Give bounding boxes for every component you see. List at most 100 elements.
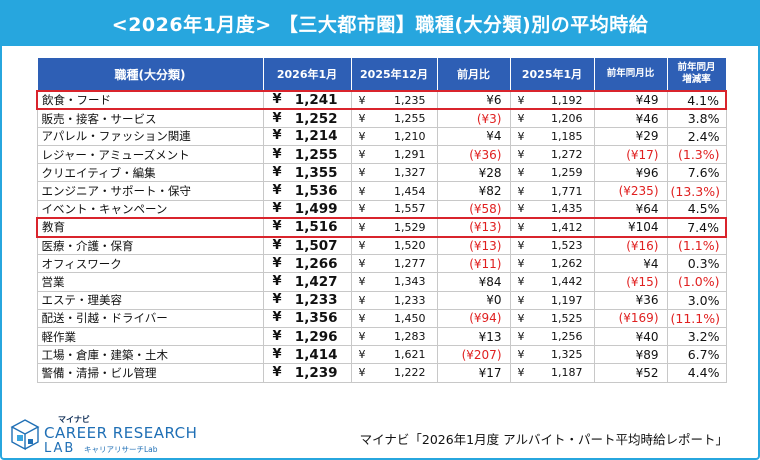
jan2025-value: 1,259 [551,166,583,180]
yen-sign: ¥ [517,129,525,143]
job-cell: クリエイティブ・編集 [36,163,264,183]
logo-main-text: CAREER RESEARCH [44,424,198,442]
yen-sign: ¥ [358,257,366,271]
dec2025-cell: ¥1,255 [351,109,438,128]
mom-cell: (¥207) [437,345,511,365]
mom-cell: (¥36) [437,145,511,165]
jan2025-cell: ¥1,256 [510,327,595,347]
yen-sign: ¥ [517,348,525,362]
yoy-rate-cell: 7.4% [667,217,727,238]
jan2025-value: 1,435 [551,202,583,216]
yen-sign: ¥ [272,364,282,380]
jan2026-cell: ¥1,355 [263,163,352,183]
career-research-lab-logo: マイナビ CAREER RESEARCH LAB キャリアリサーチLab [8,414,198,458]
table-row: アパレル・ファッション関連 ¥1,214 ¥1,210 ¥4 ¥1,185 ¥29 2.4% [36,127,727,147]
yen-sign: ¥ [358,184,366,198]
header-mom: 前月比 [436,57,511,92]
jan2026-cell: ¥1,499 [263,200,352,219]
jan2026-cell: ¥1,214 [263,127,352,147]
mom-cell: ¥13 [437,327,511,347]
jan2025-value: 1,187 [551,366,583,380]
header-yoy-rate: 前年同月 増減率 [666,57,727,92]
dec2025-cell: ¥1,235 [351,89,438,111]
job-cell: 医療・介護・保育 [36,236,264,256]
yen-sign: ¥ [358,311,366,325]
job-cell: 警備・清掃・ビル管理 [36,363,264,383]
cube-logo-icon [10,419,40,451]
yen-sign: ¥ [358,148,366,162]
jan2026-value: 1,252 [294,110,338,127]
yen-sign: ¥ [272,255,282,271]
jan2026-cell: ¥1,255 [263,145,352,165]
jan2025-cell: ¥1,262 [510,254,595,274]
dec2025-value: 1,283 [394,330,426,344]
yoy-rate-cell: 3.8% [667,109,727,128]
job-cell: 工場・倉庫・建築・土木 [36,345,264,365]
yoy-rate-cell: 6.7% [667,345,727,365]
jan2025-value: 1,262 [551,257,583,271]
dec2025-cell: ¥1,291 [351,145,438,165]
mom-cell: (¥94) [437,309,511,328]
job-cell: 営業 [36,272,264,292]
yoy-rate-cell: (13.3%) [667,181,727,201]
yoy-rate-cell: 3.2% [667,327,727,347]
mom-cell: ¥4 [437,127,511,147]
yen-sign: ¥ [517,293,525,307]
dec2025-value: 1,454 [394,184,426,198]
yoy-rate-cell: 4.5% [667,200,727,219]
mom-cell: ¥28 [437,163,511,183]
yoy-rate-cell: (1.1%) [667,236,727,256]
yoy-rate-cell: (1.0%) [667,272,727,292]
jan2026-value: 1,507 [294,237,338,254]
jan2025-cell: ¥1,523 [510,236,595,256]
yen-sign: ¥ [272,200,282,216]
jan2026-cell: ¥1,427 [263,272,352,292]
yen-sign: ¥ [272,273,282,289]
jan2025-value: 1,325 [551,348,583,362]
jan2026-cell: ¥1,266 [263,254,352,274]
mom-cell: (¥11) [437,254,511,274]
jan2025-cell: ¥1,185 [510,127,595,147]
yen-sign: ¥ [272,292,282,308]
yoy-rate-cell: (1.3%) [667,145,727,165]
dec2025-value: 1,557 [394,202,426,216]
mom-cell: (¥3) [437,109,511,128]
jan2025-cell: ¥1,442 [510,272,595,292]
yen-sign: ¥ [272,110,282,126]
yen-sign: ¥ [272,346,282,362]
dec2025-value: 1,255 [394,112,426,126]
yen-sign: ¥ [358,166,366,180]
header-job: 職種(大分類) [36,57,264,92]
mom-cell: ¥82 [437,181,511,201]
jan2025-cell: ¥1,187 [510,363,595,383]
jan2025-value: 1,523 [551,239,583,253]
jan2026-value: 1,356 [294,310,338,327]
jan2026-cell: ¥1,241 [263,89,352,111]
jan2026-cell: ¥1,296 [263,327,352,347]
yen-sign: ¥ [272,128,282,144]
dec2025-cell: ¥1,283 [351,327,438,347]
yen-sign: ¥ [517,166,525,180]
yen-sign: ¥ [358,202,366,216]
jan2025-cell: ¥1,325 [510,345,595,365]
yoy-cell: (¥15) [594,272,668,292]
yoy-cell: ¥104 [594,217,668,238]
mom-cell: ¥6 [437,89,511,111]
dec2025-cell: ¥1,343 [351,272,438,292]
dec2025-value: 1,450 [394,311,426,325]
dec2025-cell: ¥1,233 [351,291,438,310]
yen-sign: ¥ [517,257,525,271]
yen-sign: ¥ [358,239,366,253]
yoy-cell: ¥40 [594,327,668,347]
jan2026-cell: ¥1,233 [263,291,352,310]
jan2026-cell: ¥1,252 [263,109,352,128]
header-yoy: 前年同月比 [593,57,668,92]
table-row: 飲食・フード ¥1,241 ¥1,235 ¥6 ¥1,192 ¥49 4.1% [36,89,727,111]
yen-sign: ¥ [517,220,525,234]
logo-top-text: マイナビ [58,415,90,424]
jan2025-cell: ¥1,272 [510,145,595,165]
jan2026-value: 1,266 [294,255,338,272]
table-row: エステ・理美容 ¥1,233 ¥1,233 ¥0 ¥1,197 ¥36 3.0% [36,291,727,310]
page-title: <2026年1月度> 【三大都市圏】職種(大分類)別の平均時給 [0,0,760,46]
jan2025-cell: ¥1,525 [510,309,595,328]
